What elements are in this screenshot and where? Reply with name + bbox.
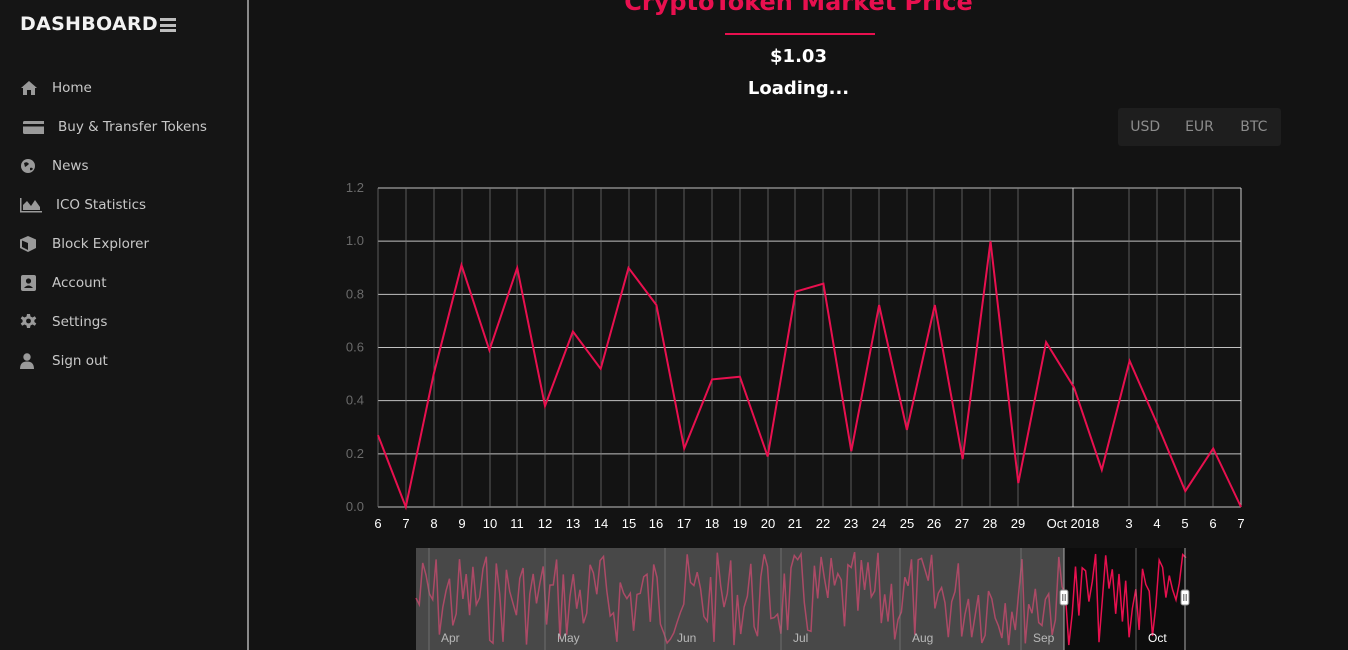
x-tick-label: 24 (872, 516, 886, 531)
x-tick-label: 13 (566, 516, 580, 531)
x-tick-label: Oct 2018 (1047, 516, 1100, 531)
x-tick-label: 11 (510, 516, 524, 531)
navigator-left-handle[interactable] (1059, 589, 1069, 606)
y-tick-label: 0.6 (346, 340, 364, 355)
x-tick-label: 29 (1011, 516, 1025, 531)
currency-button-eur[interactable]: EUR (1185, 119, 1214, 135)
x-tick-label: 22 (816, 516, 830, 531)
brand-title: DASHBOARD (20, 13, 158, 35)
chart-series (377, 241, 1242, 511)
current-price: $1.03 (770, 46, 827, 67)
x-tick-label: 4 (1153, 516, 1160, 531)
cube-icon (20, 236, 36, 252)
x-tick-label: 25 (900, 516, 914, 531)
x-tick-label: 6 (1209, 516, 1216, 531)
x-tick-label: 28 (983, 516, 997, 531)
x-tick-label: 16 (649, 516, 663, 531)
y-tick-label: 1.2 (346, 180, 364, 195)
sidebar-item-home[interactable]: Home (20, 77, 92, 99)
globe-icon (21, 159, 35, 173)
title-underline (725, 33, 875, 35)
x-tick-label: 10 (483, 516, 497, 531)
x-tick-label: 17 (677, 516, 691, 531)
x-tick-label: 3 (1125, 516, 1132, 531)
x-tick-label: 23 (844, 516, 858, 531)
price-series-line (377, 241, 1242, 511)
sidebar-item-label: Buy & Transfer Tokens (58, 119, 207, 135)
credit-card-icon (23, 121, 44, 134)
y-tick-label: 0.8 (346, 286, 364, 301)
main-content: CryptoToken Market Price $1.03 Loading..… (249, 0, 1348, 650)
sidebar-item-news[interactable]: News (20, 155, 88, 177)
sidebar-item-label: Sign out (52, 353, 108, 369)
sidebar-item-label: News (52, 158, 89, 174)
y-tick-label: 0.0 (346, 499, 364, 514)
x-axis: 6 7 8 9 10 11 12 13 14 15 16 17 18 19 20 21 22 23 24 25 26 27… (374, 516, 1244, 531)
sidebar-item-buy-transfer[interactable]: Buy & Transfer Tokens (20, 116, 207, 138)
navigator-unselected-mask (416, 548, 1064, 650)
chart-grid (377, 187, 1242, 508)
price-chart: 0.0 0.2 0.4 0.6 0.8 1.0 1.2 6 7 8 9 10 11 12 13 14 15 16… (346, 180, 1245, 650)
area-chart-icon (20, 198, 42, 213)
gear-icon (20, 314, 37, 328)
x-tick-label: 12 (538, 516, 552, 531)
x-tick-label: 27 (955, 516, 969, 531)
sidebar-item-label: Settings (52, 314, 108, 330)
address-book-icon (21, 275, 36, 291)
x-tick-label: 20 (761, 516, 775, 531)
loading-status: Loading... (747, 78, 850, 99)
sidebar-item-label: ICO Statistics (56, 197, 147, 213)
x-tick-label: 6 (374, 516, 381, 531)
currency-button-usd[interactable]: USD (1130, 119, 1161, 135)
sidebar-item-block-explorer[interactable]: Block Explorer (20, 233, 149, 255)
hamburger-menu-icon[interactable] (160, 18, 176, 32)
x-tick-label: 15 (622, 516, 636, 531)
x-tick-label: 8 (430, 516, 437, 531)
x-tick-label: 21 (788, 516, 802, 531)
navigator-month-label: Oct (1148, 631, 1167, 645)
page-title: CryptoToken Market Price (624, 0, 973, 16)
currency-selector: USD EUR BTC (1118, 108, 1281, 146)
x-tick-label: 26 (927, 516, 941, 531)
x-tick-label: 5 (1181, 516, 1188, 531)
sidebar-item-sign-out[interactable]: Sign out (20, 350, 108, 372)
currency-button-btc[interactable]: BTC (1240, 119, 1268, 135)
x-tick-label: 9 (458, 516, 465, 531)
sidebar-item-label: Home (52, 80, 92, 96)
sidebar: DASHBOARD Home Buy & Transfer Tokens New… (0, 0, 249, 650)
x-tick-label: 7 (1237, 516, 1244, 531)
chart-navigator[interactable]: AprMayJunJulAugSepOct (415, 548, 1190, 650)
sidebar-item-ico-statistics[interactable]: ICO Statistics (20, 194, 146, 216)
x-tick-label: 7 (402, 516, 409, 531)
home-icon (21, 81, 37, 95)
y-tick-label: 0.4 (346, 393, 364, 408)
sidebar-item-account[interactable]: Account (20, 272, 107, 294)
navigator-right-handle[interactable] (1180, 589, 1190, 606)
sidebar-item-settings[interactable]: Settings (20, 311, 107, 333)
y-tick-label: 0.2 (346, 446, 364, 461)
sidebar-item-label: Account (52, 275, 107, 291)
x-tick-label: 14 (594, 516, 608, 531)
y-tick-label: 1.0 (346, 233, 364, 248)
y-axis: 0.0 0.2 0.4 0.6 0.8 1.0 1.2 (346, 180, 364, 514)
user-icon (20, 353, 34, 369)
x-tick-label: 18 (705, 516, 719, 531)
sidebar-item-label: Block Explorer (52, 236, 150, 252)
x-tick-label: 19 (733, 516, 747, 531)
